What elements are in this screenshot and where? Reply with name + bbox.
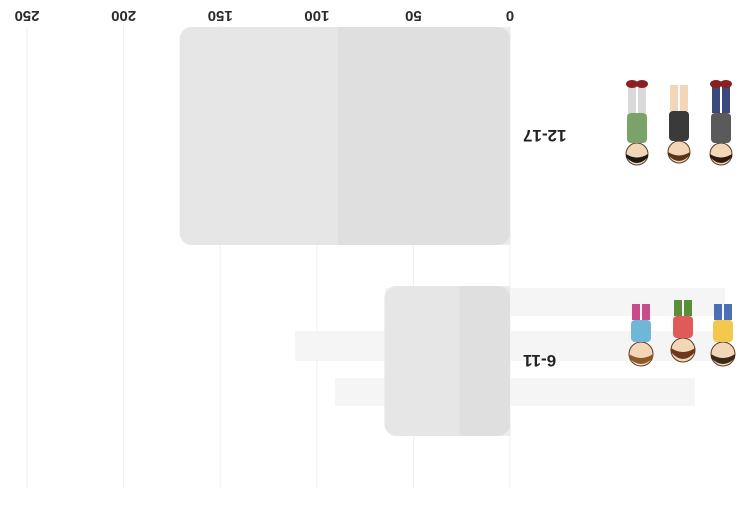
bar bbox=[179, 27, 510, 245]
bar bbox=[384, 286, 510, 436]
x-tick-label: 200 bbox=[111, 7, 136, 24]
category-label: 12-17 bbox=[523, 126, 566, 145]
bars bbox=[179, 27, 510, 436]
x-axis-ticks: 0 50 100 150 200 250 bbox=[14, 7, 514, 24]
x-tick-label: 50 bbox=[405, 7, 422, 24]
category-label: 6-11 bbox=[523, 351, 556, 370]
category-labels: 6-11 12-17 bbox=[523, 126, 566, 370]
x-tick-label: 150 bbox=[208, 7, 233, 24]
bar-shade bbox=[459, 286, 510, 436]
x-tick-label: 100 bbox=[304, 7, 329, 24]
bar-shade bbox=[338, 27, 510, 245]
x-tick-label: 250 bbox=[14, 7, 39, 24]
x-tick-label: 0 bbox=[506, 7, 514, 24]
children-group-icon bbox=[628, 300, 736, 367]
teens-group-icon bbox=[625, 80, 733, 166]
